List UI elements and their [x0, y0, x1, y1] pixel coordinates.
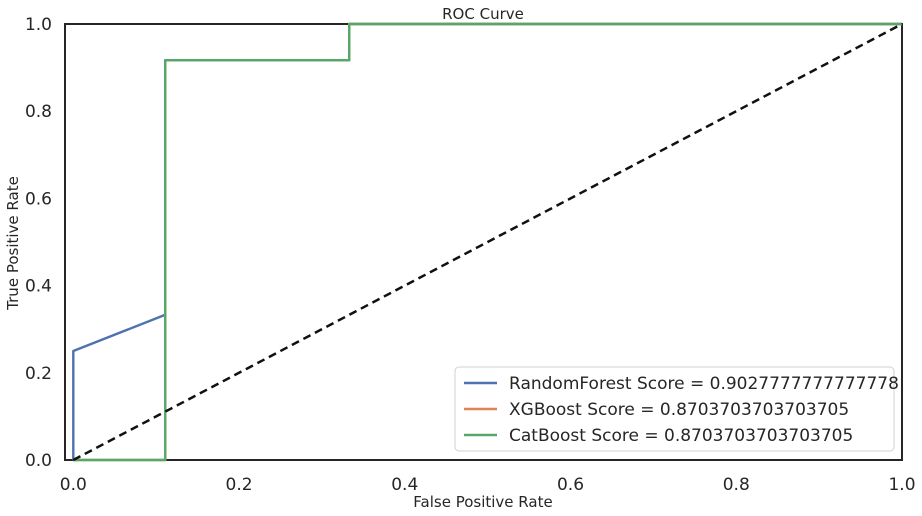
- x-tick-label: 1.0: [888, 475, 915, 495]
- x-tick-label: 0.2: [226, 475, 253, 495]
- y-tick-label: 0.6: [25, 189, 52, 209]
- legend-box: [454, 366, 895, 452]
- legend-label-3: CatBoost Score = 0.8703703703703705: [509, 426, 853, 446]
- y-tick-label: 0.8: [25, 102, 52, 122]
- x-tick-label: 0.8: [723, 475, 750, 495]
- legend-label-1: RandomForest Score = 0.9027777777777778: [509, 374, 899, 394]
- chart-title: ROC Curve: [442, 5, 524, 23]
- legend-label-2: XGBoost Score = 0.8703703703703705: [509, 400, 849, 420]
- x-tick-label: 0.4: [391, 475, 418, 495]
- y-tick-label: 1.0: [25, 15, 52, 35]
- series-line-3: [73, 22, 902, 462]
- legend: RandomForest Score = 0.9027777777777778 X…: [454, 366, 899, 452]
- x-axis-label: False Positive Rate: [413, 493, 552, 511]
- series-group: [72, 22, 902, 462]
- plot-area: 0.0 0.2 0.4 0.6 0.8 1.0 0.0 0.2 0.4 0.6 0.8 1.0: [25, 15, 916, 495]
- y-tick-label: 0.0: [25, 451, 52, 471]
- y-tick-label: 0.4: [25, 277, 52, 297]
- y-tick-label: 0.2: [25, 364, 52, 384]
- x-tick-label: 0.6: [557, 475, 584, 495]
- reference-diagonal-line: [72, 22, 902, 462]
- y-axis-label: True Positive Rate: [4, 176, 22, 311]
- x-tick-label: 0.0: [60, 475, 87, 495]
